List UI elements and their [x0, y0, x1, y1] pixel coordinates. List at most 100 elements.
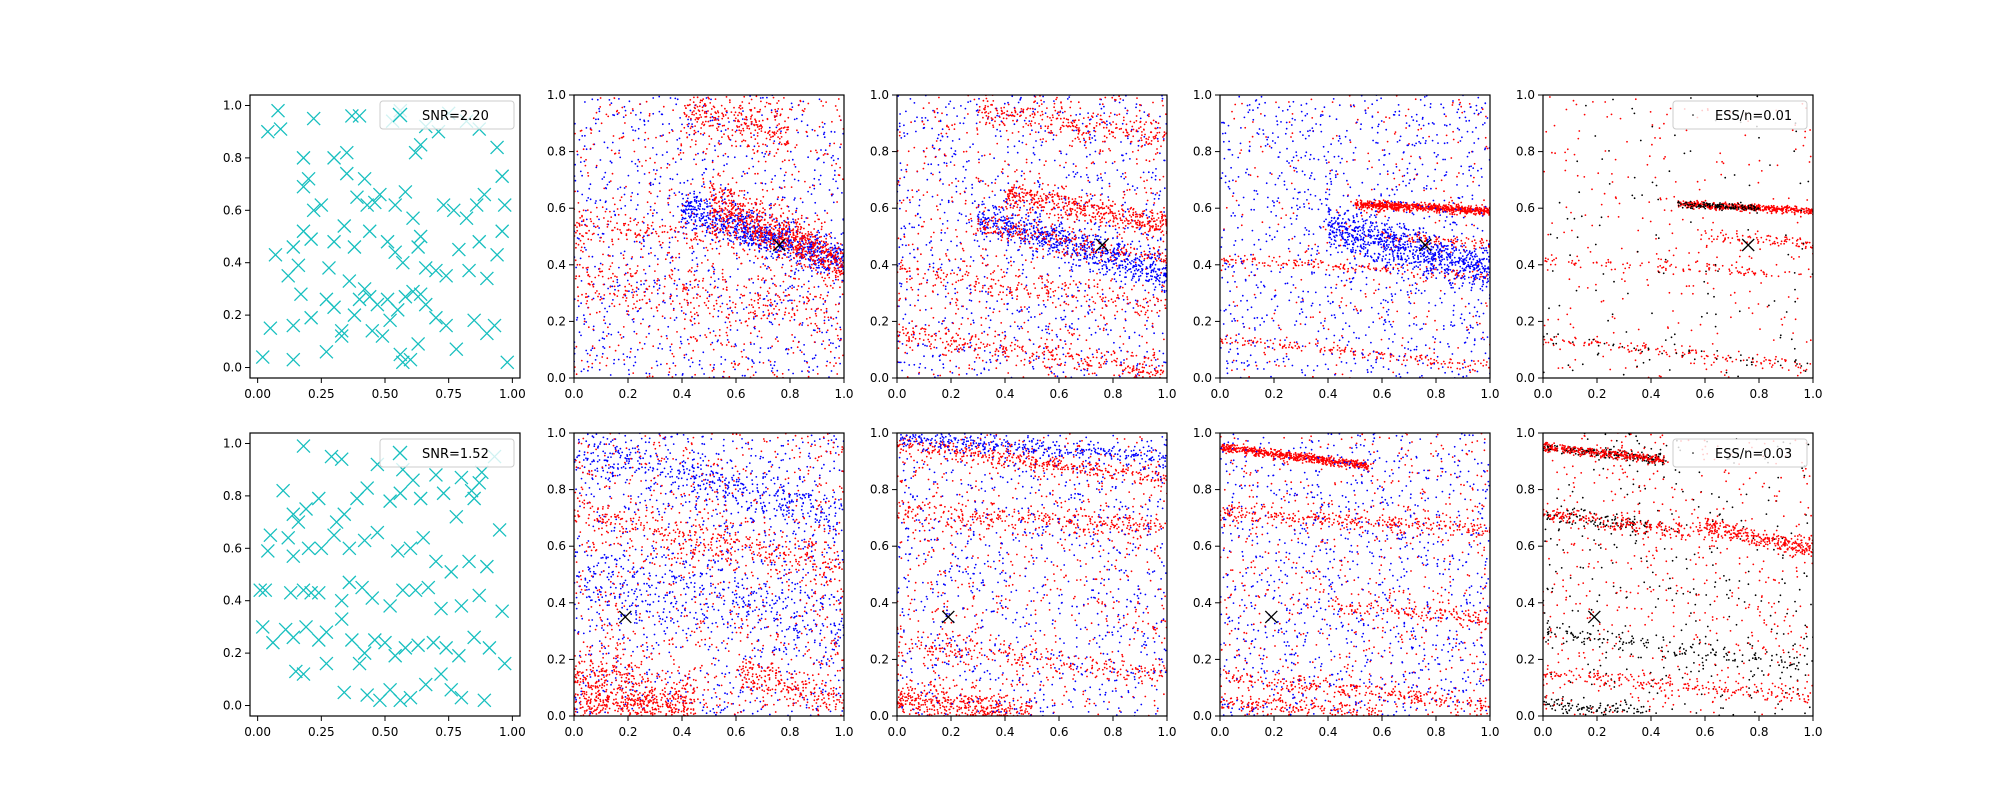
scatter-dots-red: [1220, 95, 1490, 378]
data-point: [378, 635, 392, 650]
data-point: [403, 541, 418, 556]
scatter-dots-blue: [897, 95, 1167, 378]
axes-frame: [573, 432, 845, 717]
data-point: [439, 640, 454, 655]
data-point: [467, 630, 482, 645]
data-point: [334, 323, 349, 338]
data-point: [418, 260, 433, 275]
legend-marker-icon: [392, 107, 408, 123]
data-point: [413, 229, 428, 244]
x-tick-label: 0.8: [1426, 387, 1445, 401]
data-point: [334, 612, 349, 627]
y-tick-label: 0.0: [223, 699, 242, 713]
data-point: [390, 543, 405, 558]
y-tick-label: 0.4: [1193, 258, 1212, 272]
data-point: [286, 352, 301, 367]
y-tick-label: 0.4: [547, 596, 566, 610]
y-tick-label: 0.0: [870, 371, 889, 385]
axes-frame: [249, 94, 521, 379]
data-point: [327, 150, 342, 165]
data-point: [281, 530, 296, 545]
axes-frame: [1219, 94, 1491, 379]
y-tick-label: 0.2: [1516, 314, 1535, 328]
y-tick-label: 0.6: [1193, 539, 1212, 553]
x-tick-label: 1.00: [499, 725, 526, 739]
y-tick-label: 0.6: [547, 201, 566, 215]
data-point: [495, 169, 510, 184]
data-point: [327, 300, 342, 315]
data-point: [286, 549, 301, 564]
y-tick-label: 1.0: [870, 88, 889, 102]
x-tick-label: 0.6: [726, 387, 745, 401]
data-point: [372, 187, 387, 202]
reference-x-marker: [772, 238, 786, 252]
plot-area: [574, 433, 844, 716]
data-point: [495, 604, 510, 619]
data-point: [408, 583, 423, 598]
data-point: [472, 475, 487, 490]
data-point: [454, 690, 469, 705]
data-point: [334, 452, 349, 467]
y-tick-label: 0.0: [547, 371, 566, 385]
x-tick-label: 0.6: [1372, 725, 1391, 739]
y-tick-label: 1.0: [1193, 88, 1212, 102]
data-point: [482, 640, 497, 655]
panel-r1-c4: 0.0 0.2 0.4 0.6 0.8 1.0 0.0 0.2 0.4 0.6 0.8 1.0 ESS/…: [1516, 426, 1823, 739]
data-point: [357, 533, 372, 548]
x-tick-label: 0.8: [1749, 387, 1768, 401]
legend-label: SNR=2.20: [422, 109, 489, 124]
data-point: [301, 541, 316, 556]
x-tick-label: 0.6: [1049, 387, 1068, 401]
data-point: [276, 483, 291, 498]
data-point: [439, 268, 454, 283]
data-point: [327, 234, 342, 249]
data-point: [291, 515, 306, 530]
scatter-dots-red: [574, 433, 844, 716]
x-tick-label: 0.2: [941, 725, 960, 739]
y-tick-label: 0.2: [1516, 652, 1535, 666]
panel-r0-c2: 0.0 0.2 0.4 0.6 0.8 1.0 0.0 0.2 0.4 0.6 0.8 1.0: [870, 88, 1177, 401]
data-point: [296, 179, 311, 194]
data-point: [286, 630, 301, 645]
data-point: [416, 530, 431, 545]
y-tick-label: 0.8: [1516, 483, 1535, 497]
x-tick-label: 0.0: [1210, 387, 1229, 401]
data-point: [352, 109, 367, 123]
y-tick-label: 0.2: [870, 652, 889, 666]
panel-r0-c4: 0.0 0.2 0.4 0.6 0.8 1.0 0.0 0.2 0.4 0.6 0.8 1.0 ESS/…: [1516, 88, 1823, 401]
x-tick-label: 0.6: [726, 725, 745, 739]
scatter-dots-black: [1543, 95, 1813, 378]
data-point: [411, 638, 426, 653]
data-point: [339, 166, 354, 181]
data-point: [339, 145, 354, 160]
legend-label: ESS/n=0.01: [1715, 109, 1792, 124]
x-tick-label: 0.6: [1695, 725, 1714, 739]
data-point: [497, 198, 512, 213]
plot-area: [897, 95, 1167, 378]
data-point: [413, 287, 428, 302]
data-point: [299, 619, 313, 634]
data-point: [398, 640, 413, 655]
y-tick-label: 0.8: [870, 483, 889, 497]
data-point: [265, 635, 280, 650]
y-tick-label: 0.6: [223, 541, 242, 555]
data-point: [454, 598, 469, 613]
data-point: [383, 598, 398, 613]
data-point: [428, 310, 443, 325]
reference-x-marker: [941, 610, 955, 624]
y-tick-label: 0.0: [870, 709, 889, 723]
data-point: [395, 255, 410, 270]
x-tick-label: 0.4: [1641, 387, 1660, 401]
x-tick-label: 1.0: [834, 387, 853, 401]
data-point: [286, 240, 301, 254]
y-tick-label: 1.0: [223, 436, 242, 450]
reference-x-marker: [1264, 610, 1278, 624]
y-tick-label: 0.8: [1193, 483, 1212, 497]
data-point: [403, 352, 418, 367]
x-tick-label: 0.4: [672, 387, 691, 401]
scatter-dots-red: [1220, 433, 1490, 716]
data-point: [263, 528, 278, 543]
data-point: [375, 329, 390, 344]
data-point: [334, 329, 349, 344]
y-tick-label: 0.0: [223, 361, 242, 375]
